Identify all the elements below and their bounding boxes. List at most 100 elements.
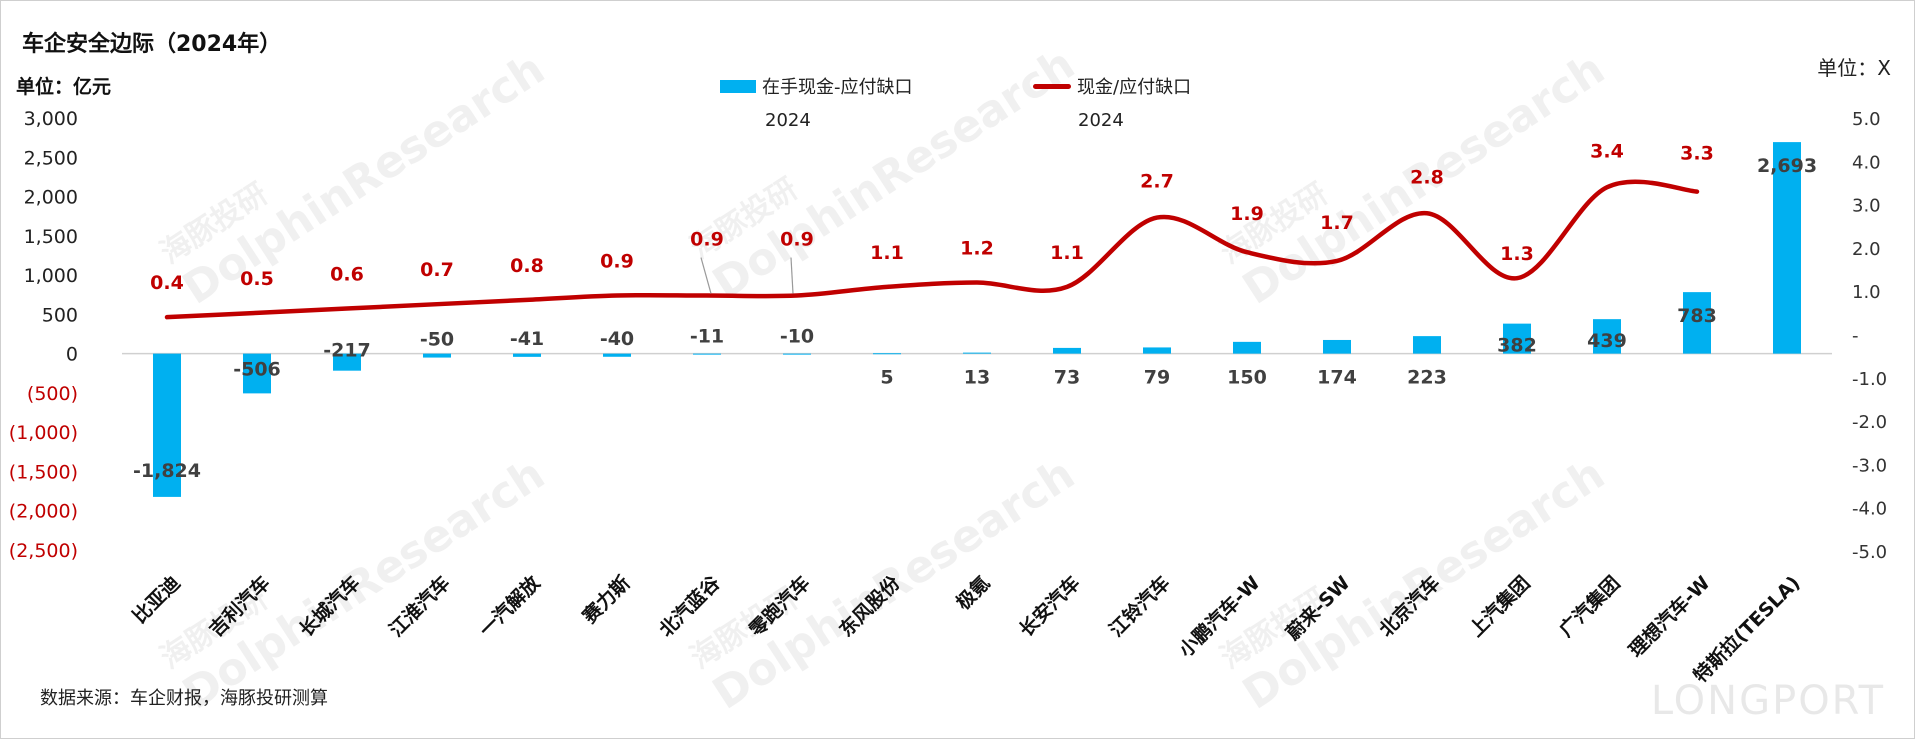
bar: [1413, 336, 1441, 354]
right-axis-tick-label: -2.0: [1852, 412, 1887, 433]
bar: [1323, 339, 1351, 354]
category-label: 东风股份: [835, 571, 906, 642]
category-label: 北京汽车: [1375, 571, 1445, 641]
legend-line-label: 现金/应付缺口: [1077, 77, 1192, 98]
line-value-label: 1.2: [960, 238, 994, 260]
bar: [1053, 347, 1081, 354]
right-axis-tick-label: 3.0: [1852, 196, 1881, 217]
legend-bar-label: 在手现金-应付缺口: [762, 77, 913, 98]
left-axis-tick-label: 1,000: [24, 265, 78, 287]
legend: 在手现金-应付缺口 2024 现金/应付缺口 2024: [0, 0, 1915, 140]
line-value-label: 0.4: [150, 272, 184, 294]
right-axis-tick-label: 5.0: [1852, 109, 1881, 130]
category-label: 长安汽车: [1015, 571, 1085, 641]
line-value-label: 0.9: [780, 229, 814, 251]
category-label: 一汽解放: [475, 571, 546, 642]
bar-value-label: -506: [233, 358, 281, 380]
bar: [1683, 292, 1711, 354]
category-label: 零跑汽车: [744, 571, 815, 642]
left-axis-tick-label: (1,000): [9, 422, 78, 444]
line-value-label: 2.7: [1140, 171, 1174, 193]
line-value-label: 0.9: [600, 251, 634, 273]
line-value-label: 3.3: [1680, 143, 1714, 165]
bar: [333, 353, 361, 371]
line-value-label: 3.4: [1590, 140, 1624, 162]
bar-value-label: 13: [964, 367, 990, 389]
left-axis-tick-label: 0: [66, 344, 78, 366]
right-axis-tick-label: 4.0: [1852, 152, 1881, 173]
line-value-label: 1.1: [1050, 242, 1084, 264]
bar: [513, 353, 541, 357]
bar: [1503, 323, 1531, 354]
bar-value-label: 79: [1144, 367, 1170, 389]
bar-value-label: 73: [1054, 367, 1080, 389]
right-axis-tick-label: -1.0: [1852, 369, 1887, 390]
bar: [873, 353, 901, 355]
bar-value-label: -217: [323, 340, 371, 362]
chart-title: 车企安全边际（2024年）: [22, 32, 282, 57]
longport-logo: LONGPORT: [1650, 678, 1885, 724]
right-axis-tick-label: -5.0: [1852, 542, 1887, 563]
category-label: 比亚迪: [129, 572, 185, 628]
right-axis-tick-label: 1.0: [1852, 282, 1881, 303]
right-axis-tick-label: -4.0: [1852, 499, 1887, 520]
category-label: 蔚来-SW: [1281, 571, 1354, 644]
data-source: 数据来源：车企财报，海豚投研测算: [40, 688, 328, 709]
left-axis-tick-label: (2,000): [9, 501, 78, 523]
legend-line-year: 2024: [1078, 110, 1124, 131]
bar: [1593, 319, 1621, 354]
left-axis-tick-label: 1,500: [24, 226, 78, 248]
left-axis-unit: 单位：亿元: [16, 76, 112, 98]
legend-line-swatch: [1033, 84, 1071, 89]
legend-bar-year: 2024: [765, 110, 811, 131]
legend-bar-swatch: [720, 80, 756, 93]
line-value-label: 0.7: [420, 259, 454, 281]
bar: [243, 353, 271, 394]
category-label: 极氪: [951, 571, 994, 614]
bar-value-label: -1,824: [133, 460, 201, 482]
category-label: 小鹏汽车-W: [1174, 571, 1264, 661]
line-value-label: 1.1: [870, 242, 904, 264]
left-axis-tick-label: 500: [42, 304, 78, 326]
bar-value-label: 382: [1497, 335, 1537, 357]
category-label: 吉利汽车: [205, 571, 275, 641]
bar: [603, 353, 631, 357]
bar: [423, 353, 451, 358]
bar-value-label: 783: [1677, 305, 1717, 327]
bar: [1773, 142, 1801, 354]
bar: [1143, 347, 1171, 354]
bar-value-label: -41: [510, 328, 544, 350]
bar: [1233, 341, 1261, 354]
line-value-label: 1.7: [1320, 212, 1354, 234]
category-label: 广汽集团: [1555, 571, 1625, 641]
line-value-label: 0.8: [510, 255, 544, 277]
bar-value-label: 150: [1227, 367, 1267, 389]
bar-value-label: -50: [420, 329, 454, 351]
bar-value-label: 2,693: [1757, 155, 1817, 177]
line-value-label: 2.8: [1410, 166, 1444, 188]
bar-value-label: 174: [1317, 367, 1357, 389]
line-value-label: 1.3: [1500, 243, 1534, 265]
label-leader-line: [700, 257, 712, 294]
line-value-label: 0.9: [690, 229, 724, 251]
line-value-label: 1.9: [1230, 203, 1264, 225]
line-value-label: 0.5: [240, 268, 274, 290]
right-axis-tick-label: -: [1852, 326, 1859, 347]
category-label: 江淮汽车: [385, 571, 455, 641]
right-axis-tick-label: 2.0: [1852, 239, 1881, 260]
right-axis-unit: 单位：X: [1817, 56, 1891, 80]
bar-value-label: -10: [780, 325, 814, 347]
label-leader-line: [790, 257, 794, 294]
ratio-line: [164, 179, 1700, 320]
category-label: 赛力斯: [577, 571, 634, 628]
left-axis-tick-label: 2,000: [24, 187, 78, 209]
bar-value-label: -40: [600, 328, 634, 350]
bar: [783, 353, 811, 355]
category-label: 江铃汽车: [1105, 571, 1175, 641]
bar: [693, 353, 721, 355]
bar-value-label: 5: [880, 367, 893, 389]
category-label: 上汽集团: [1465, 571, 1535, 641]
right-axis-tick-label: -3.0: [1852, 455, 1887, 476]
left-axis-tick-label: 2,500: [24, 147, 78, 169]
